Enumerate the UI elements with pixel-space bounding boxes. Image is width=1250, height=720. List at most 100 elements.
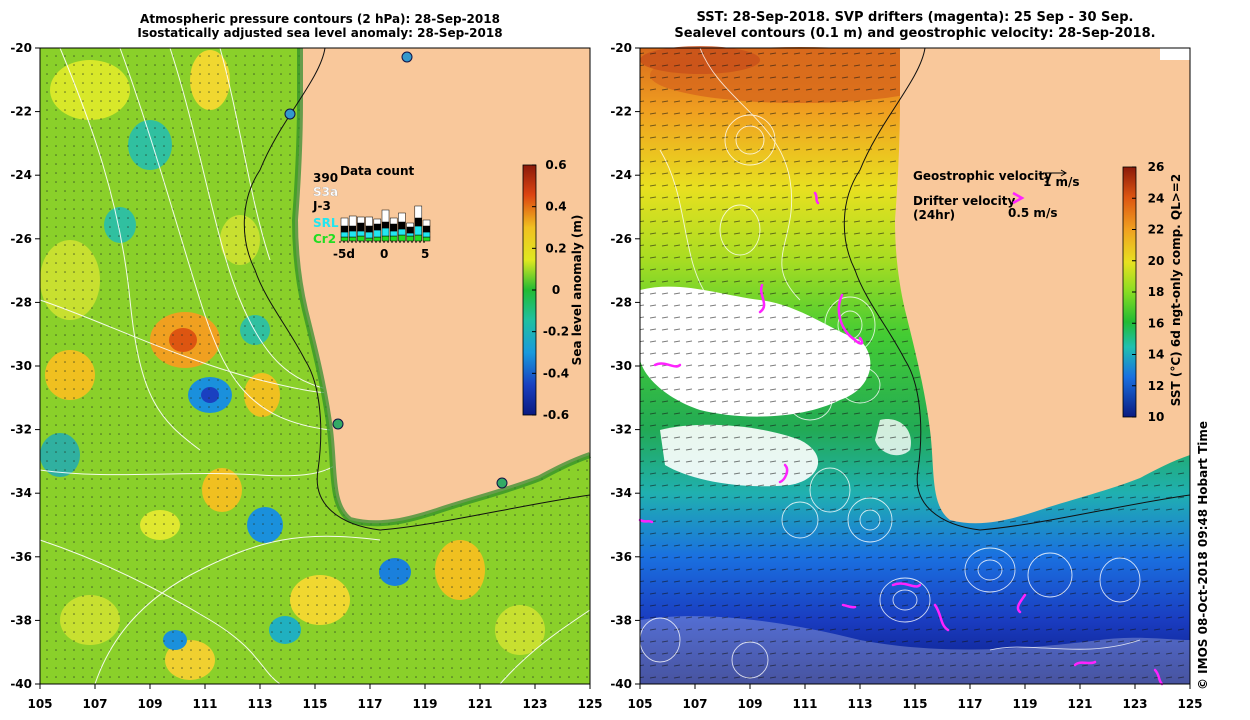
data-count-bar-segment [414,217,423,227]
data-count-bar-segment [365,231,373,239]
y-tick-label: -24 [10,168,32,182]
drifter-velocity-scale: 0.5 m/s [1008,206,1057,220]
data-count-bar-segment [340,217,349,227]
satellite-label-j3: J-3 [312,199,331,213]
right-title-line1: SST: 28-Sep-2018. SVP drifters (magenta)… [696,10,1134,25]
x-tick-label: 113 [847,697,872,711]
drifter-arrow-icon [1012,191,1025,205]
coastline [291,48,591,527]
data-count-bar-segment [340,236,349,242]
x-tick-label: 113 [247,697,272,711]
data-count-bars [340,205,431,242]
x-tick-label: 115 [902,697,927,711]
data-count-bar-segment [373,218,382,225]
data-count-bar-segment [348,230,357,238]
colorbar-tick-label: 14 [1148,348,1165,362]
left-y-axis: -20 -22 -24 -26 -28 -30 -32 -34 -36 -38 -40 [10,41,40,691]
data-count-bar-segment [357,230,365,237]
y-tick-label: -22 [10,105,32,119]
x-tick-label: 109 [137,697,162,711]
x-tick-label: 119 [1012,697,1037,711]
x-tick-label: 111 [192,697,217,711]
y-tick-label: -30 [10,359,32,373]
tide-gauge-marker [496,477,508,489]
geostrophic-velocity-label: Geostrophic velocity [913,169,1052,183]
tide-gauge-marker [401,51,413,63]
data-count-bar-segment [406,222,414,228]
data-count-bar-segment [373,223,382,231]
left-title-line2: Isostatically adjusted sea level anomaly… [137,26,503,40]
x-tick-label: 109 [737,697,762,711]
x-tick-label: 119 [412,697,437,711]
satellite-label-cr2: Cr2 [313,232,336,246]
data-count-bar-segment [381,221,390,229]
tide-gauge-marker [284,108,296,120]
colorbar-tick-label: 10 [1148,410,1165,424]
x-tick-label: 117 [957,697,982,711]
y-tick-label: -40 [10,677,32,691]
data-count-bar-segment [422,236,431,242]
x-tick-label: 125 [1177,697,1202,711]
y-tick-label: -36 [610,550,632,564]
y-tick-label: -38 [10,613,32,627]
data-count-bar-segment [422,219,431,227]
data-count-bar-segment [389,223,398,232]
colorbar-tick-label: 0.6 [545,158,566,172]
left-x-axis: 105 107 109 111 113 115 117 119 121 123 125 [27,684,603,711]
y-tick-label: -24 [610,168,632,182]
colorbar-tick-label: 12 [1148,379,1165,393]
y-tick-label: -22 [610,105,632,119]
data-count-bar-segment [406,226,414,234]
data-count-bar-segment [365,216,373,227]
left-map-title: Atmospheric pressure contours (2 hPa): 2… [40,12,600,40]
x-tick-label: 111 [792,697,817,711]
right-shelf-contour [843,47,1191,531]
data-count-bar-segment [398,228,406,236]
right-top-right-blank [1160,48,1190,60]
y-tick-label: -20 [610,41,632,55]
y-tick-label: -34 [10,486,32,500]
x-tick-label: 121 [1067,697,1092,711]
x-tick-label: 107 [82,697,107,711]
data-count-bar-segment [398,221,406,230]
y-tick-label: -38 [610,613,632,627]
arrow-head-icon [1060,169,1067,177]
colorbar-tick-label: 16 [1148,316,1165,330]
velocity-legend: Geostrophic velocity 1 m/s Drifter veloc… [913,169,1080,222]
data-count-bar-segment [365,237,373,242]
right-x-axis: 105 107 109 111 113 115 117 119 121 123 125 [627,684,1203,711]
x-tick-label: 107 [682,697,707,711]
x-tick-label: 125 [577,697,602,711]
x-tick-label: 105 [27,697,52,711]
y-tick-label: -40 [610,677,632,691]
colorbar-tick-label: 22 [1148,223,1165,237]
y-tick-label: -36 [10,550,32,564]
sla-colorbar-label: Sea level anomaly (m) [570,215,584,366]
x-tick-label: 105 [627,697,652,711]
colorbar-tick-label: 0.4 [545,200,566,214]
colorbar-tick-label: -0.4 [543,366,569,380]
data-count-number: 390 [313,171,338,185]
y-tick-label: -26 [10,232,32,246]
left-title-line1: Atmospheric pressure contours (2 hPa): 2… [140,12,500,26]
svp-drifter-tracks [638,191,1164,686]
colorbar-tick-label: 24 [1148,191,1165,205]
inset-xtick: -5d [333,247,355,261]
data-count-bar-segment [398,212,406,223]
y-tick-label: -32 [10,423,32,437]
data-count-bar-segment [381,209,390,223]
x-tick-label: 123 [522,697,547,711]
data-count-bar-segment [422,225,431,233]
colorbar-tick-label: -0.6 [543,408,569,422]
right-y-axis: -20 -22 -24 -26 -28 -30 -32 -34 -36 -38 -40 [610,41,640,691]
colorbar-tick-label: 20 [1148,254,1165,268]
satellite-label-srl: SRL [313,216,339,230]
inset-xtick: 0 [380,247,388,261]
colorbar-tick-label: -0.2 [543,325,569,339]
data-count-bar-segment [357,222,365,232]
x-tick-label: 115 [302,697,327,711]
inset-xtick: 5 [421,247,429,261]
data-count-bar-segment [398,234,406,242]
y-tick-label: -34 [610,486,632,500]
